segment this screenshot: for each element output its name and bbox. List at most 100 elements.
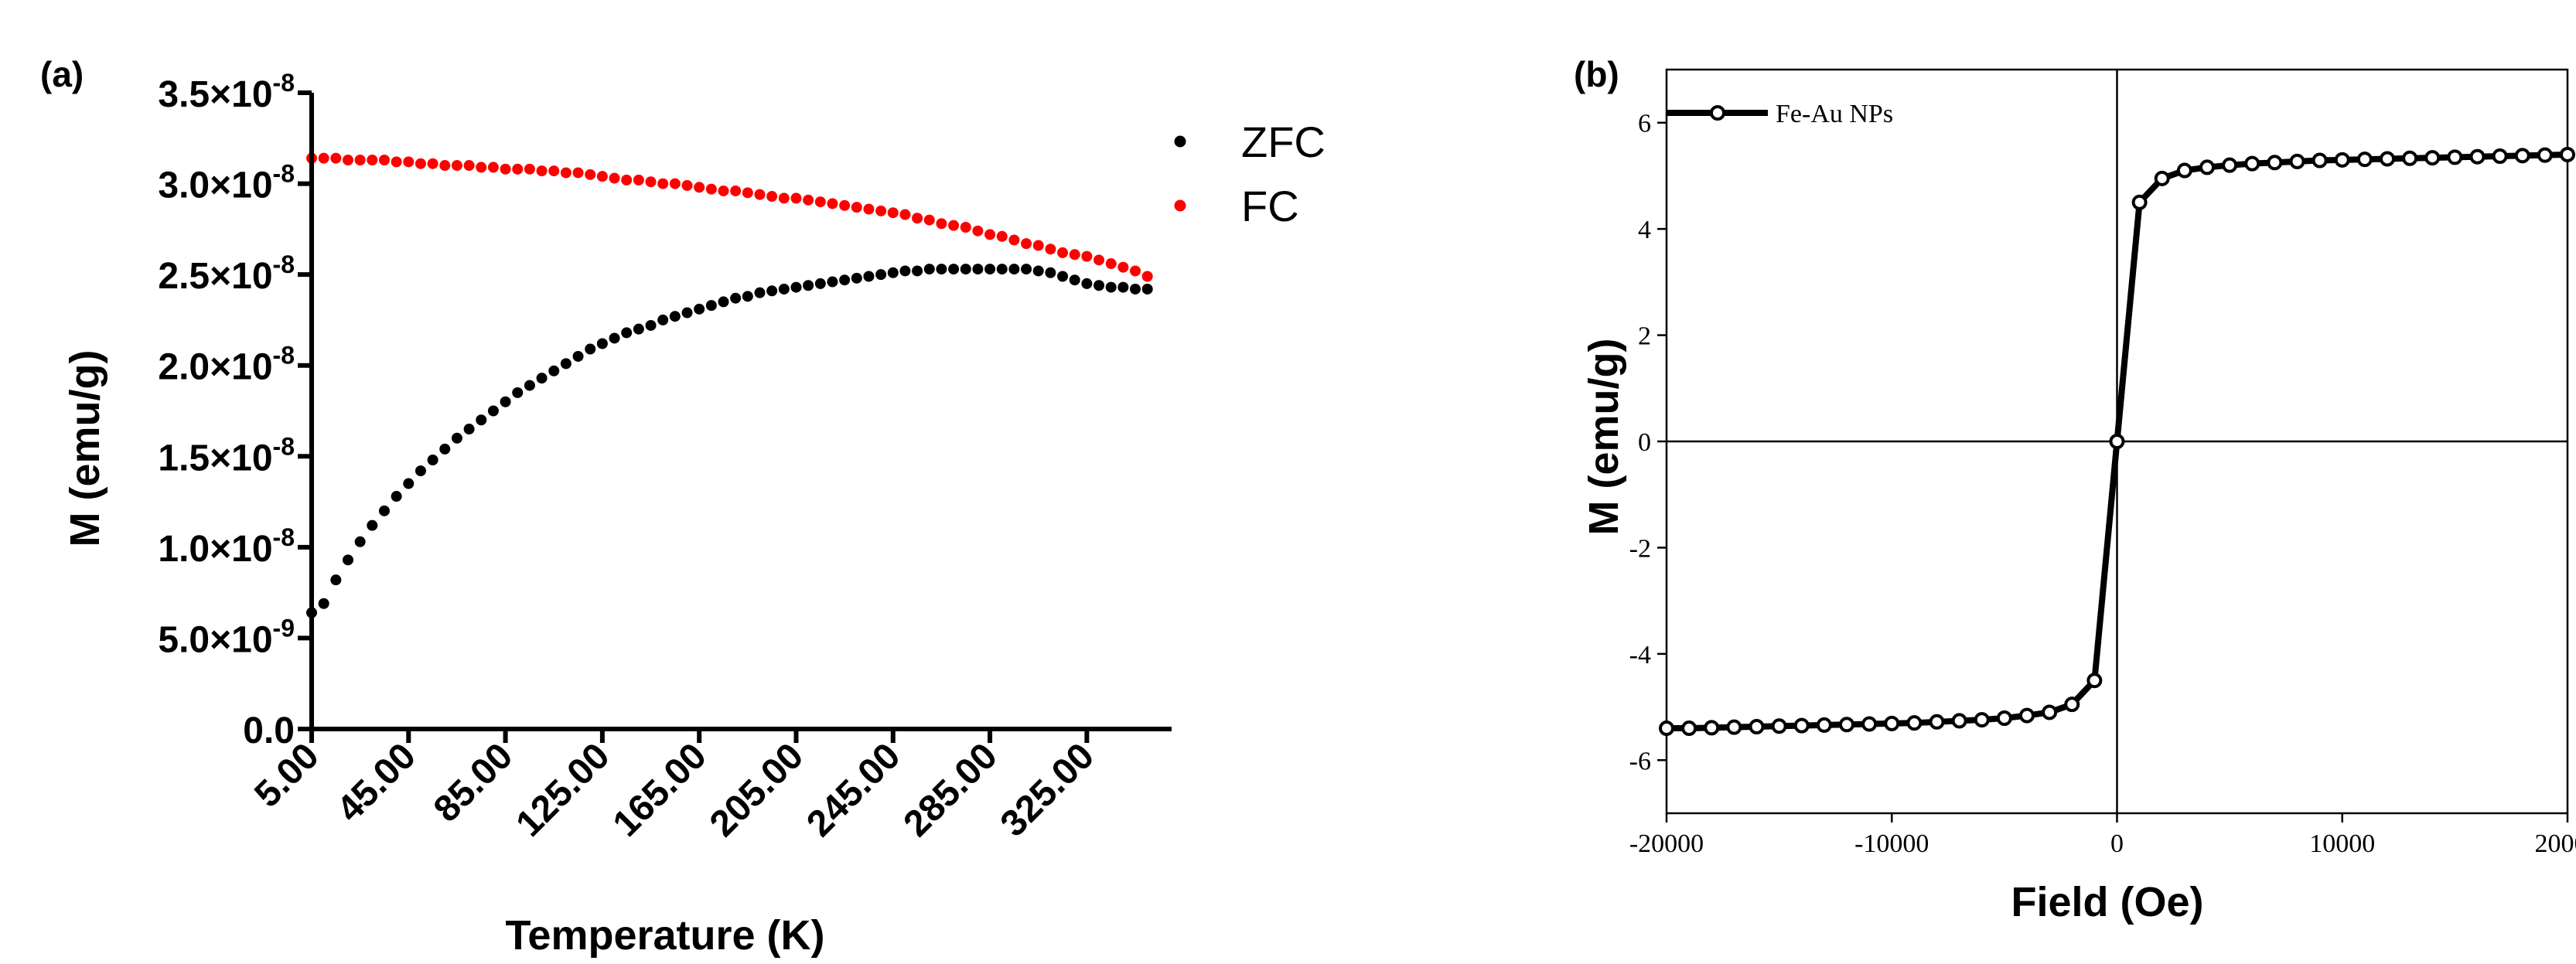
point-fc bbox=[754, 189, 766, 200]
panel-b-x-label: Field (Oe) bbox=[2011, 879, 2203, 925]
point-fc bbox=[330, 152, 342, 164]
panel-b-series bbox=[1659, 146, 2575, 737]
point-fc bbox=[839, 199, 851, 211]
point-zfc bbox=[572, 350, 584, 362]
point-zfc bbox=[960, 264, 971, 275]
point-zfc bbox=[681, 307, 693, 318]
point-fe-au-nps bbox=[2176, 162, 2192, 179]
point-fe-au-nps bbox=[2042, 704, 2058, 720]
point-fc bbox=[1045, 244, 1056, 255]
panel-a-x-tick-label: 45.00 bbox=[329, 735, 424, 829]
point-fe-au-nps bbox=[2289, 153, 2305, 169]
point-fc bbox=[548, 165, 560, 177]
panel-a-y-tick-exponent: -8 bbox=[273, 250, 295, 278]
point-zfc bbox=[851, 272, 862, 284]
point-fc bbox=[984, 229, 996, 240]
point-zfc bbox=[669, 311, 681, 322]
panel-a-x-tick-label: 165.00 bbox=[606, 735, 715, 844]
point-zfc bbox=[1069, 274, 1080, 286]
point-zfc bbox=[984, 264, 996, 275]
point-fe-au-nps bbox=[1884, 715, 1900, 731]
point-fe-au-nps bbox=[1749, 718, 1765, 734]
point-fe-au-nps bbox=[2019, 707, 2035, 724]
panel-a-y-tick-exponent: -8 bbox=[273, 432, 295, 460]
point-zfc bbox=[1094, 280, 1105, 291]
point-zfc bbox=[694, 303, 705, 315]
point-fe-au-nps bbox=[2267, 155, 2283, 171]
point-fe-au-nps bbox=[2447, 149, 2463, 165]
panel-b-y-tick-label: 2 bbox=[1638, 322, 1651, 351]
point-zfc bbox=[790, 281, 802, 293]
point-zfc bbox=[1130, 283, 1141, 295]
point-fc bbox=[463, 160, 475, 172]
point-zfc bbox=[621, 327, 633, 339]
panel-a-x-label: Temperature (K) bbox=[505, 912, 824, 959]
point-fc bbox=[609, 172, 620, 184]
point-fe-au-nps bbox=[2244, 155, 2260, 172]
panel-a-y-tick-label: 1.0×10-8 bbox=[158, 523, 295, 570]
point-fe-au-nps bbox=[2131, 194, 2148, 210]
point-fc bbox=[827, 198, 838, 209]
point-zfc bbox=[936, 264, 947, 275]
point-zfc bbox=[391, 491, 402, 502]
point-fc bbox=[318, 152, 329, 164]
point-zfc bbox=[1081, 278, 1093, 289]
panel-b: (b) -6 -4 -2 0 2 4 6 -20000 -10000 0 10000 20000 F… bbox=[1574, 54, 2576, 925]
point-fc bbox=[1105, 258, 1117, 270]
point-fe-au-nps bbox=[2356, 152, 2373, 168]
point-fc bbox=[367, 155, 378, 166]
point-fe-au-nps bbox=[1861, 716, 1878, 732]
point-fe-au-nps bbox=[2537, 147, 2553, 163]
panel-b-x-tick-label: -20000 bbox=[1629, 829, 1704, 858]
point-zfc bbox=[451, 432, 462, 444]
point-zfc bbox=[742, 291, 753, 302]
point-zfc bbox=[512, 387, 524, 398]
point-fc bbox=[778, 192, 790, 204]
point-zfc bbox=[948, 264, 960, 275]
point-zfc bbox=[633, 323, 644, 335]
point-fe-au-nps bbox=[2514, 148, 2530, 164]
point-zfc bbox=[548, 365, 560, 376]
point-fc bbox=[585, 169, 596, 180]
point-fc bbox=[1081, 250, 1093, 262]
panel-a-y-tick-mantissa: 1.0×10 bbox=[158, 529, 272, 570]
point-zfc bbox=[403, 478, 415, 489]
point-zfc bbox=[718, 296, 729, 308]
panel-b-y-tick-label: -6 bbox=[1629, 747, 1651, 775]
point-zfc bbox=[863, 271, 875, 282]
point-zfc bbox=[1105, 281, 1117, 293]
point-fc bbox=[766, 191, 778, 203]
point-fc bbox=[391, 156, 402, 168]
point-zfc bbox=[875, 269, 887, 281]
point-fe-au-nps bbox=[1951, 713, 1967, 729]
panel-b-y-tick-label: 4 bbox=[1638, 216, 1651, 244]
point-fc bbox=[1094, 254, 1105, 266]
point-fc bbox=[633, 174, 644, 186]
panel-a-y-tick-label: 3.5×10-8 bbox=[158, 69, 295, 115]
point-zfc bbox=[609, 332, 620, 344]
point-fe-au-nps bbox=[1816, 717, 1832, 733]
point-zfc bbox=[585, 343, 596, 355]
point-fc bbox=[536, 165, 548, 177]
point-zfc bbox=[1117, 281, 1129, 293]
point-fc bbox=[1130, 265, 1141, 277]
point-fc bbox=[669, 178, 681, 189]
point-fe-au-nps bbox=[1771, 718, 1787, 734]
point-zfc bbox=[378, 505, 390, 516]
point-fc bbox=[814, 196, 826, 208]
panel-a-x-tick-label: 85.00 bbox=[426, 735, 520, 829]
panel-b-y-label: M (emu/g) bbox=[1581, 339, 1627, 536]
point-fc bbox=[863, 203, 875, 215]
point-fc bbox=[476, 162, 487, 173]
point-zfc bbox=[1057, 271, 1069, 282]
point-zfc bbox=[803, 280, 814, 291]
legend-marker-fe-au bbox=[1710, 105, 1725, 121]
panel-b-x-tick-label: 10000 bbox=[2309, 829, 2375, 858]
point-zfc bbox=[972, 264, 984, 275]
point-zfc bbox=[1032, 265, 1044, 277]
point-fe-au-nps bbox=[2560, 146, 2575, 162]
point-zfc bbox=[1045, 267, 1056, 278]
point-fe-au-nps bbox=[1793, 717, 1810, 734]
panel-a-y-tick-exponent: -8 bbox=[273, 69, 295, 97]
point-fe-au-nps bbox=[2154, 170, 2170, 186]
